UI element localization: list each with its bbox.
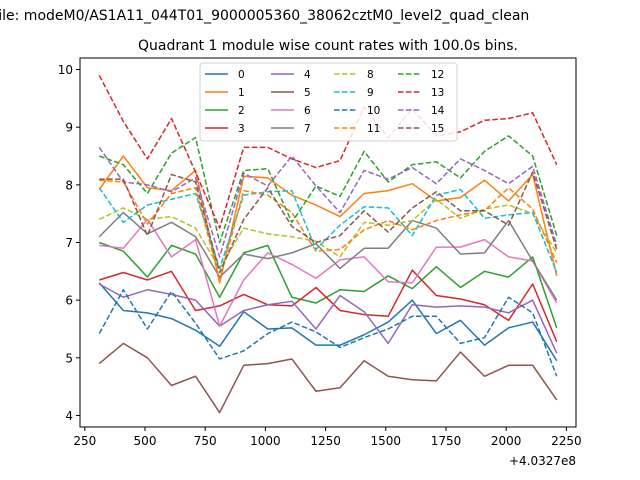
legend-label-13: 13 [431, 87, 444, 99]
legend-label-10: 10 [367, 105, 380, 117]
series-line-5 [98, 342, 558, 414]
series-line-9 [98, 187, 558, 273]
x-tick-label: 1500 [371, 434, 402, 448]
x-tick-label: 500 [134, 434, 157, 448]
series-line-2 [99, 241, 558, 329]
x-tick-label: 2000 [491, 434, 522, 448]
series-line-15 [99, 171, 558, 274]
series-line-7 [98, 211, 558, 301]
legend-label-7: 7 [304, 123, 311, 135]
series-line-0 [98, 282, 558, 362]
x-tick-label: 2250 [551, 434, 582, 448]
series-line-8 [98, 198, 558, 270]
y-tick-label: 4 [65, 409, 73, 423]
y-tick-label: 5 [65, 351, 73, 365]
page-title: n file: modeM0/AS1A11_044T01_9000005360_… [0, 8, 529, 24]
legend-label-0: 0 [238, 69, 245, 81]
y-tick-label: 6 [65, 294, 73, 308]
legend-label-12: 12 [431, 69, 444, 81]
legend-label-4: 4 [304, 69, 311, 81]
legend-label-9: 9 [367, 87, 374, 99]
legend-label-11: 11 [367, 123, 380, 135]
series-line-3 [99, 269, 558, 342]
legend-label-3: 3 [238, 123, 245, 135]
series-line-10 [98, 289, 558, 377]
y-tick-label: 10 [58, 63, 73, 77]
legend-label-6: 6 [304, 105, 311, 117]
legend-label-15: 15 [431, 123, 444, 135]
legend-label-8: 8 [367, 69, 374, 81]
x-tick-label: 1250 [310, 434, 341, 448]
x-tick-label: 750 [194, 434, 217, 448]
series-line-11 [99, 179, 558, 281]
series-line-6 [99, 218, 558, 327]
x-offset-label: +4.0327e8 [509, 454, 576, 468]
x-tick-label: 250 [73, 434, 96, 448]
x-tick-label: 1750 [431, 434, 462, 448]
series-line-4 [98, 283, 558, 354]
chart-title: Quadrant 1 module wise count rates with … [138, 38, 518, 54]
x-tick-label: 1000 [250, 434, 281, 448]
series-line-13 [98, 74, 558, 229]
series-line-1 [98, 155, 558, 284]
legend-frame [199, 62, 458, 142]
legend-label-1: 1 [238, 87, 245, 99]
axes-layer: 250 500 750 1000 1250 1500 1750 2000 22504567891… [58, 63, 582, 448]
legend-label-5: 5 [304, 87, 311, 99]
series-layer [98, 74, 558, 414]
series-line-12 [99, 135, 558, 244]
y-tick-label: 8 [65, 178, 73, 192]
y-tick-label: 9 [65, 121, 73, 135]
y-tick-label: 7 [65, 236, 73, 250]
legend-label-14: 14 [431, 105, 445, 117]
series-line-14 [98, 146, 558, 258]
legend-label-2: 2 [238, 105, 245, 117]
